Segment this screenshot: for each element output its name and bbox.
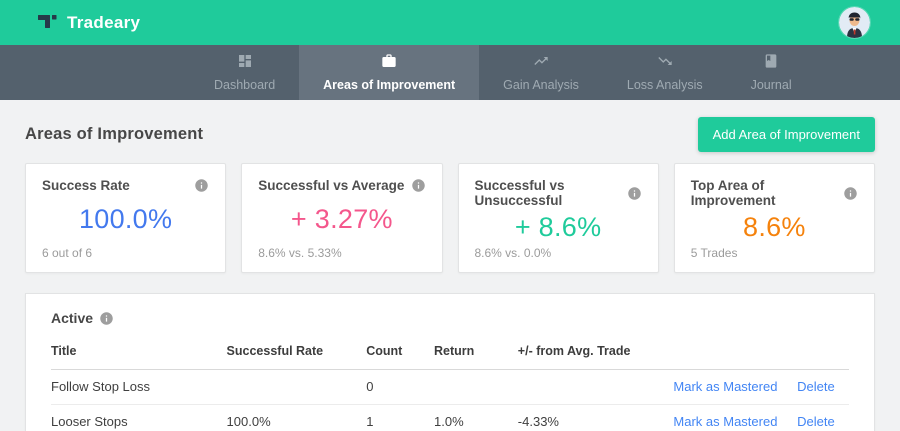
cell-successful-rate: [226, 369, 367, 405]
tab-gain-analysis[interactable]: Gain Analysis: [479, 45, 603, 100]
delete-link[interactable]: Delete: [797, 414, 835, 429]
stat-label: Success Rate: [42, 178, 130, 193]
stat-cards: Success Rate 100.0% 6 out of 6 Successfu…: [25, 163, 875, 273]
cell-return: [434, 369, 518, 405]
tab-areas-of-improvement[interactable]: Areas of Improvement: [299, 45, 480, 100]
active-areas-section: Active Title Successful Rate Count Retur…: [25, 293, 875, 431]
stat-label: Top Area of Improvement: [690, 178, 776, 208]
info-icon[interactable]: [627, 186, 642, 201]
tab-loss-analysis[interactable]: Loss Analysis: [603, 45, 727, 100]
info-icon[interactable]: [843, 186, 858, 201]
table-row: Looser Stops 100.0% 1 1.0% -4.33% Mark a…: [51, 404, 849, 431]
briefcase-icon: [381, 53, 397, 72]
delete-link[interactable]: Delete: [797, 379, 835, 394]
mark-as-mastered-link[interactable]: Mark as Mastered: [673, 414, 778, 429]
user-avatar[interactable]: [839, 7, 870, 38]
stat-subtext: 8.6% vs. 0.0%: [474, 246, 552, 260]
table-row: Follow Stop Loss 0 Mark as Mastered Dele…: [51, 369, 849, 405]
trending-up-icon: [533, 53, 549, 72]
cell-count: 1: [366, 404, 435, 431]
tradeary-logo-icon: [38, 14, 58, 31]
stat-card-successful-vs-unsuccessful: Successful vs Unsuccessful + 8.6% 8.6% v…: [457, 163, 659, 273]
stat-card-successful-vs-average: Successful vs Average + 3.27% 8.6% vs. 5…: [241, 163, 443, 273]
stat-card-success-rate: Success Rate 100.0% 6 out of 6: [25, 163, 227, 273]
column-header-count: Count: [366, 334, 435, 370]
app-header: Tradeary: [0, 0, 900, 45]
trending-down-icon: [657, 53, 673, 72]
active-areas-table: Title Successful Rate Count Return +/- f…: [51, 334, 849, 431]
cell-title: Looser Stops: [51, 404, 227, 431]
section-title: Active: [51, 310, 94, 326]
info-icon[interactable]: [99, 311, 114, 326]
column-header-avg-trade: +/- from Avg. Trade: [517, 334, 674, 370]
cell-avg-trade: -4.33%: [517, 404, 674, 431]
cell-title: Follow Stop Loss: [51, 369, 227, 405]
stat-subtext: 6 out of 6: [42, 246, 93, 260]
tab-label: Loss Analysis: [626, 78, 703, 92]
tab-label: Journal: [750, 78, 792, 92]
cell-return: 1.0%: [434, 404, 518, 431]
stat-value: + 3.27%: [290, 204, 393, 234]
stat-value: + 8.6%: [514, 211, 602, 242]
column-header-title: Title: [51, 334, 227, 370]
main-nav: Dashboard Areas of Improvement Gain Anal…: [0, 45, 900, 100]
brand-name: Tradeary: [67, 12, 141, 32]
tab-dashboard[interactable]: Dashboard: [190, 45, 299, 100]
stat-label: Successful vs Average: [258, 178, 405, 193]
tab-label: Dashboard: [214, 78, 276, 92]
mark-as-mastered-link[interactable]: Mark as Mastered: [673, 379, 778, 394]
column-header-return: Return: [434, 334, 518, 370]
cell-count: 0: [366, 369, 435, 405]
column-header-delete: [797, 334, 849, 370]
tab-journal[interactable]: Journal: [727, 45, 816, 100]
dashboard-icon: [237, 53, 253, 72]
stat-value: 8.6%: [743, 211, 806, 242]
stat-label: Successful vs Unsuccessful: [474, 178, 565, 208]
info-icon[interactable]: [194, 178, 209, 193]
stat-value: 100.0%: [78, 204, 173, 234]
stat-card-top-area-of-improvement: Top Area of Improvement 8.6% 5 Trades: [673, 163, 875, 273]
cell-avg-trade: [517, 369, 674, 405]
add-area-of-improvement-button[interactable]: Add Area of Improvement: [697, 116, 875, 152]
brand: Tradeary: [38, 13, 140, 33]
tab-label: Areas of Improvement: [323, 78, 456, 92]
cell-successful-rate: 100.0%: [226, 404, 367, 431]
column-header-actions: [673, 334, 798, 370]
page-title: Areas of Improvement: [25, 124, 204, 143]
stat-subtext: 8.6% vs. 5.33%: [258, 246, 342, 260]
table-header-row: Title Successful Rate Count Return +/- f…: [51, 334, 849, 370]
page-content: Areas of Improvement Add Area of Improve…: [0, 100, 900, 431]
stat-subtext: 5 Trades: [690, 246, 738, 260]
journal-icon: [763, 53, 779, 72]
tab-label: Gain Analysis: [503, 78, 579, 92]
column-header-successful-rate: Successful Rate: [226, 334, 367, 370]
info-icon[interactable]: [411, 178, 426, 193]
